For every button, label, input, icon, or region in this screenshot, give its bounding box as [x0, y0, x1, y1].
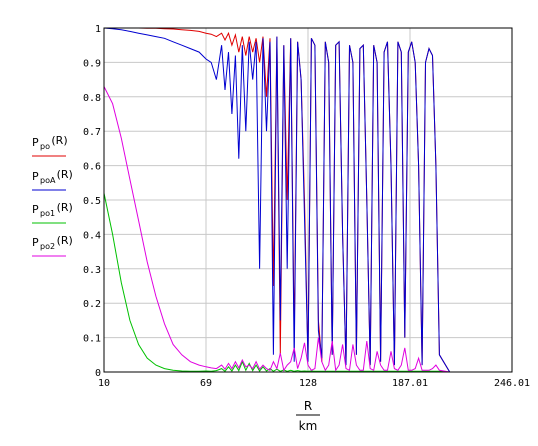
y-tick-label: 0.3 — [83, 265, 101, 276]
y-tick-label: 0.4 — [83, 230, 101, 241]
y-tick-label: 0 — [95, 368, 101, 379]
legend-argument: (R) — [51, 134, 67, 147]
series-lines — [103, 27, 512, 373]
x-tick-labels: 10 69 128 187.01 246.01 — [98, 378, 530, 389]
plot-frame — [103, 27, 513, 373]
y-tick-label: 1 — [95, 24, 101, 35]
legend-subscript: po1 — [40, 209, 55, 218]
x-axis-label-denominator: km — [299, 419, 318, 433]
series-line-po1 — [103, 192, 512, 373]
legend-subscript: po — [40, 142, 50, 151]
legend-symbol: P — [32, 170, 39, 183]
x-tick-label: 69 — [200, 378, 212, 389]
x-axis-label: R km — [296, 399, 320, 433]
y-tick-labels: 0 0.1 0.2 0.3 0.4 0.5 0.6 0.7 0.8 0.9 1 — [83, 24, 101, 379]
legend-symbol: P — [32, 203, 39, 216]
series-line-poA — [103, 27, 512, 373]
x-tick-label: 187.01 — [392, 378, 428, 389]
x-tick-label: 128 — [299, 378, 317, 389]
y-tick-label: 0.5 — [83, 196, 101, 207]
x-axis-label-numerator: R — [304, 399, 312, 413]
series-line-po2 — [103, 86, 512, 373]
legend-symbol: P — [32, 136, 39, 149]
legend-subscript: poA — [40, 176, 56, 185]
y-tick-label: 0.1 — [83, 334, 101, 345]
y-tick-label: 0.9 — [83, 58, 101, 69]
y-tick-label: 0.6 — [83, 162, 101, 173]
x-tick-label: 10 — [98, 378, 110, 389]
legend-argument: (R) — [57, 168, 73, 181]
x-tick-label: 246.01 — [494, 378, 530, 389]
legend-argument: (R) — [57, 234, 73, 247]
legend-symbol: P — [32, 236, 39, 249]
y-tick-label: 0.8 — [83, 93, 101, 104]
y-tick-label: 0.7 — [83, 127, 101, 138]
y-tick-label: 0.2 — [83, 299, 101, 310]
grid — [104, 28, 512, 372]
legend-argument: (R) — [57, 201, 73, 214]
legend-subscript: po2 — [40, 242, 55, 251]
